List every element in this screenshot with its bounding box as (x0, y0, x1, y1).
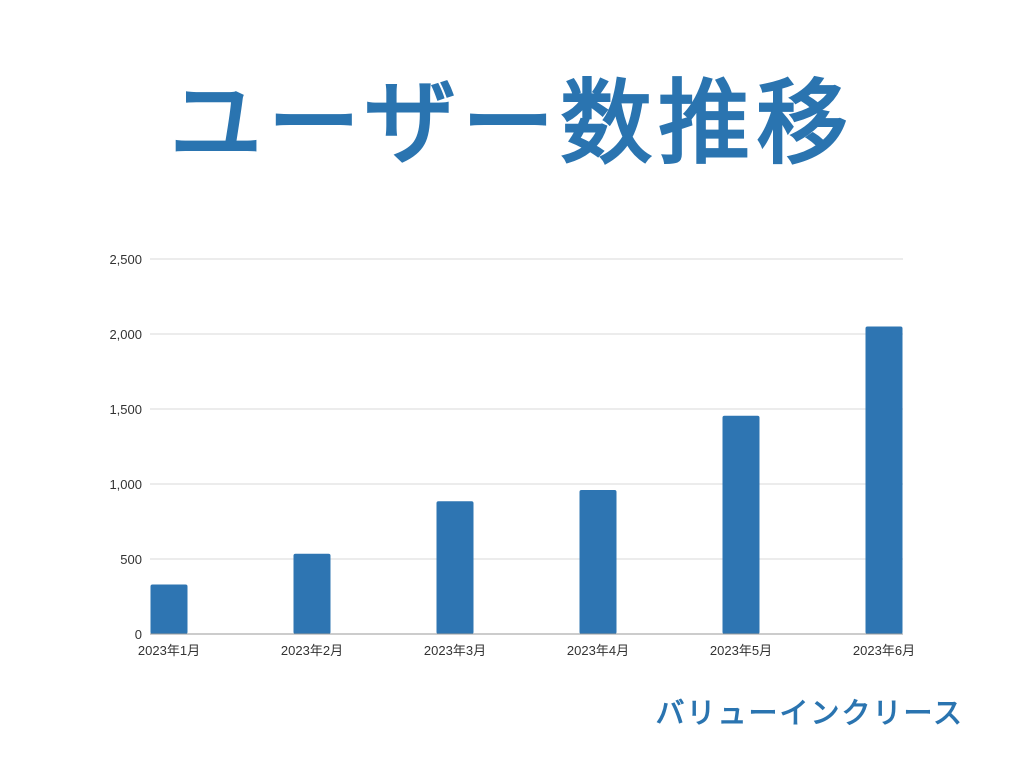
y-tick-label: 1,500 (109, 402, 142, 417)
gridlines (150, 258, 903, 560)
y-tick-label: 500 (120, 552, 142, 567)
bar (865, 326, 903, 634)
bar (293, 553, 331, 634)
x-tick-label: 2023年1月 (138, 643, 200, 658)
y-tick-label: 1,000 (109, 477, 142, 492)
bar (579, 490, 617, 634)
bar (722, 415, 760, 634)
x-tick-label: 2023年5月 (710, 643, 772, 658)
x-tick-label: 2023年6月 (853, 643, 915, 658)
y-tick-label: 2,000 (109, 327, 142, 342)
x-tick-label: 2023年4月 (567, 643, 629, 658)
x-tick-label: 2023年3月 (424, 643, 486, 658)
chart-title: ユーザー数推移 (169, 70, 855, 177)
y-axis-ticks: 0 500 1,000 1,500 2,000 2,500 (109, 252, 142, 642)
brand-name: バリューインクリース (655, 696, 964, 730)
x-tick-label: 2023年2月 (281, 643, 343, 658)
bars (150, 326, 903, 634)
x-axis-ticks: 2023年1月 2023年2月 2023年3月 2023年4月 2023年5月 2023年… (138, 643, 915, 658)
y-tick-label: 2,500 (109, 252, 142, 267)
bar (150, 584, 188, 634)
y-tick-label: 0 (135, 627, 142, 642)
bar (436, 501, 474, 634)
